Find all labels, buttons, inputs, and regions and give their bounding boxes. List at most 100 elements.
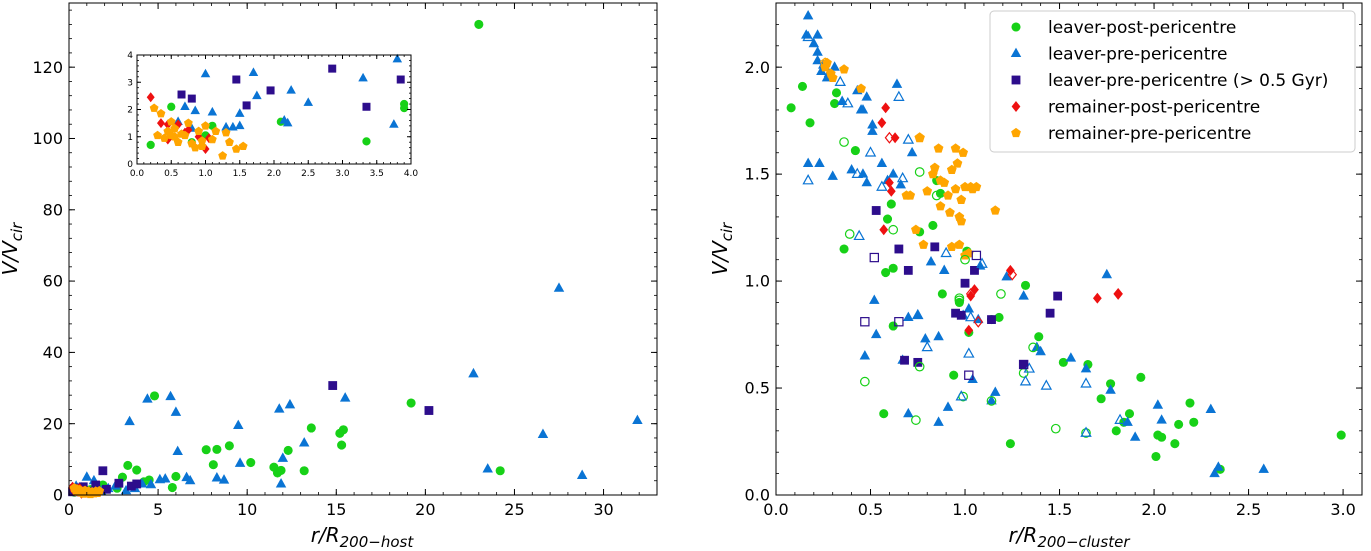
x-tick-label: 4.0 — [404, 169, 419, 179]
remainer-pre-pericentre-point — [149, 103, 159, 112]
legend-marker — [1011, 101, 1021, 112]
leaver-pre-pericentre-0-5-gyr-open--point — [964, 370, 974, 380]
leaver-pre-pericentre-point — [1213, 461, 1224, 471]
leaver-pre-pericentre-0-5-gyr--point — [266, 86, 275, 95]
remainer-post-pericentre-point — [886, 185, 896, 197]
leaver-pre-pericentre-open--point — [1040, 379, 1053, 390]
leaver-pre-pericentre-0-5-gyr--point — [900, 355, 909, 365]
leaver-post-pericentre-point — [928, 220, 938, 231]
left-y-axis-label: V/Vcir — [0, 222, 26, 276]
remainer-pre-pericentre-point — [238, 141, 248, 151]
right-axis-ticks: 0.0 0.5 1.0 1.5 2.0 2.5 3.0 0.0 0.5 1.0 1.5 2.0 — [745, 2, 1363, 519]
leaver-pre-pericentre-point — [298, 437, 310, 447]
leaver-post-pericentre-point — [850, 146, 860, 156]
leaver-pre-pericentre-point — [861, 176, 872, 187]
leaver-post-pericentre-point — [1170, 439, 1180, 449]
leaver-pre-pericentre-point — [869, 294, 880, 304]
legend-label: leaver-pre-pericentre — [1048, 45, 1227, 65]
leaver-post-pericentre-point — [299, 466, 309, 476]
leaver-pre-pericentre-0-5-gyr--point — [177, 90, 186, 99]
remainer-pre-pericentre-point — [225, 137, 234, 146]
leaver-post-pericentre-point — [224, 441, 234, 451]
remainer-pre-pericentre-point — [207, 134, 217, 144]
leaver-pre-pericentre-point — [207, 106, 218, 116]
remainer-post-pericentre-point — [1006, 264, 1015, 276]
inset-axes-frame — [136, 54, 412, 165]
inset-scatter-panel: 0.0 0.5 1.0 1.5 2.0 2.5 3.0 3.5 4.0 0 1 2 3 4 — [127, 51, 418, 179]
leaver-post-pericentre-point — [123, 460, 133, 470]
leaver-post-pericentre-point — [831, 88, 842, 98]
remainer-pre-pericentre-point — [166, 130, 176, 140]
x-tick-label: 1.0 — [198, 169, 213, 179]
leaver-post-pericentre-point — [276, 465, 286, 475]
remainer-post-pericentre-point — [1113, 288, 1123, 300]
x-tick-label: 0.5 — [164, 169, 178, 179]
leaver-pre-pericentre-open--point — [1023, 362, 1036, 373]
y-tick-label: 0 — [53, 486, 63, 505]
legend-marker — [1011, 127, 1021, 138]
right-x-axis-label: r/R200−cluster — [1008, 523, 1130, 547]
leaver-post-pericentre-point — [246, 458, 256, 468]
leaver-pre-pericentre-point — [1205, 403, 1217, 413]
leaver-pre-pericentre-point — [190, 105, 200, 115]
left-x-axis-label: r/R200−host — [311, 523, 415, 547]
leaver-pre-pericentre-open--point — [1080, 426, 1092, 437]
leaver-pre-pericentre-point — [218, 474, 230, 484]
legend-entry: leaver-post-pericentre — [1011, 18, 1236, 38]
x-tick-label: 20 — [415, 500, 435, 519]
remainer-pre-pericentre-point — [945, 207, 955, 217]
leaver-pre-pericentre-point — [846, 163, 857, 174]
leaver-pre-pericentre-point — [282, 117, 293, 127]
right-y-axis-label: V/Vcir — [708, 222, 736, 276]
leaver-pre-pericentre-point — [867, 125, 878, 135]
leaver-pre-pericentre-point — [234, 108, 245, 117]
leaver-pre-pericentre-open--point — [963, 347, 975, 358]
leaver-post-pericentre-point — [1174, 419, 1184, 429]
remainer-post-pericentre-point — [146, 92, 155, 103]
remainer-post-pericentre-point — [964, 324, 974, 336]
x-tick-label: 2.0 — [267, 169, 282, 179]
leaver-post-pericentre-open--point — [888, 224, 899, 235]
leaver-pre-pericentre-open--point — [802, 174, 814, 185]
leaver-pre-pericentre-point — [1101, 268, 1113, 279]
remainer-pre-pericentre-point — [183, 118, 193, 127]
y-tick-label: 2.0 — [745, 58, 770, 77]
x-tick-label: 0.0 — [130, 169, 145, 179]
leaver-pre-pericentre-point — [358, 72, 368, 82]
leaver-pre-pericentre-open--point — [853, 229, 865, 241]
y-tick-label: 2 — [127, 106, 133, 116]
leaver-post-pericentre-open--point — [859, 376, 870, 387]
leaver-pre-pericentre-0-5-gyr--point — [328, 381, 338, 390]
leaver-pre-pericentre-open--point — [1114, 413, 1126, 424]
remainer-pre-pericentre-point — [839, 64, 849, 74]
leaver-pre-pericentre-point — [939, 264, 950, 274]
leaver-post-pericentre-point — [881, 267, 891, 278]
remainer-post-pericentre-open--point — [965, 287, 976, 300]
remainer-post-pericentre-open--point — [973, 315, 984, 328]
leaver-pre-pericentre-open--point — [864, 146, 877, 157]
leaver-pre-pericentre-point — [303, 97, 314, 106]
remainer-pre-pericentre-point — [922, 186, 933, 196]
leaver-post-pericentre-point — [495, 466, 505, 476]
remainer-pre-pericentre-point — [939, 177, 950, 187]
leaver-pre-pericentre-point — [228, 121, 238, 131]
leaver-post-pericentre-open--point — [1050, 423, 1061, 434]
y-tick-label: 0.5 — [745, 379, 770, 398]
leaver-pre-pericentre-point — [482, 463, 493, 473]
legend-entry: remainer-post-pericentre — [1011, 98, 1260, 118]
x-tick-label: 25 — [504, 500, 524, 519]
remainer-pre-pericentre-point — [946, 164, 957, 174]
leaver-pre-pericentre-point — [81, 471, 93, 481]
leaver-pre-pericentre-point — [1035, 345, 1046, 356]
leaver-post-pericentre-point — [1034, 332, 1044, 342]
leaver-pre-pericentre-point — [286, 85, 296, 94]
leaver-post-pericentre-point — [149, 391, 160, 401]
leaver-pre-pericentre-point — [277, 452, 289, 462]
leaver-pre-pericentre-point — [1065, 352, 1077, 362]
leaver-pre-pericentre-open--point — [834, 75, 847, 87]
y-tick-label: 1 — [127, 133, 133, 143]
leaver-pre-pericentre-point — [814, 157, 825, 167]
leaver-post-pericentre-open--point — [914, 167, 925, 177]
leaver-pre-pericentre-point — [827, 170, 838, 180]
leaver-pre-pericentre-point — [829, 61, 840, 71]
